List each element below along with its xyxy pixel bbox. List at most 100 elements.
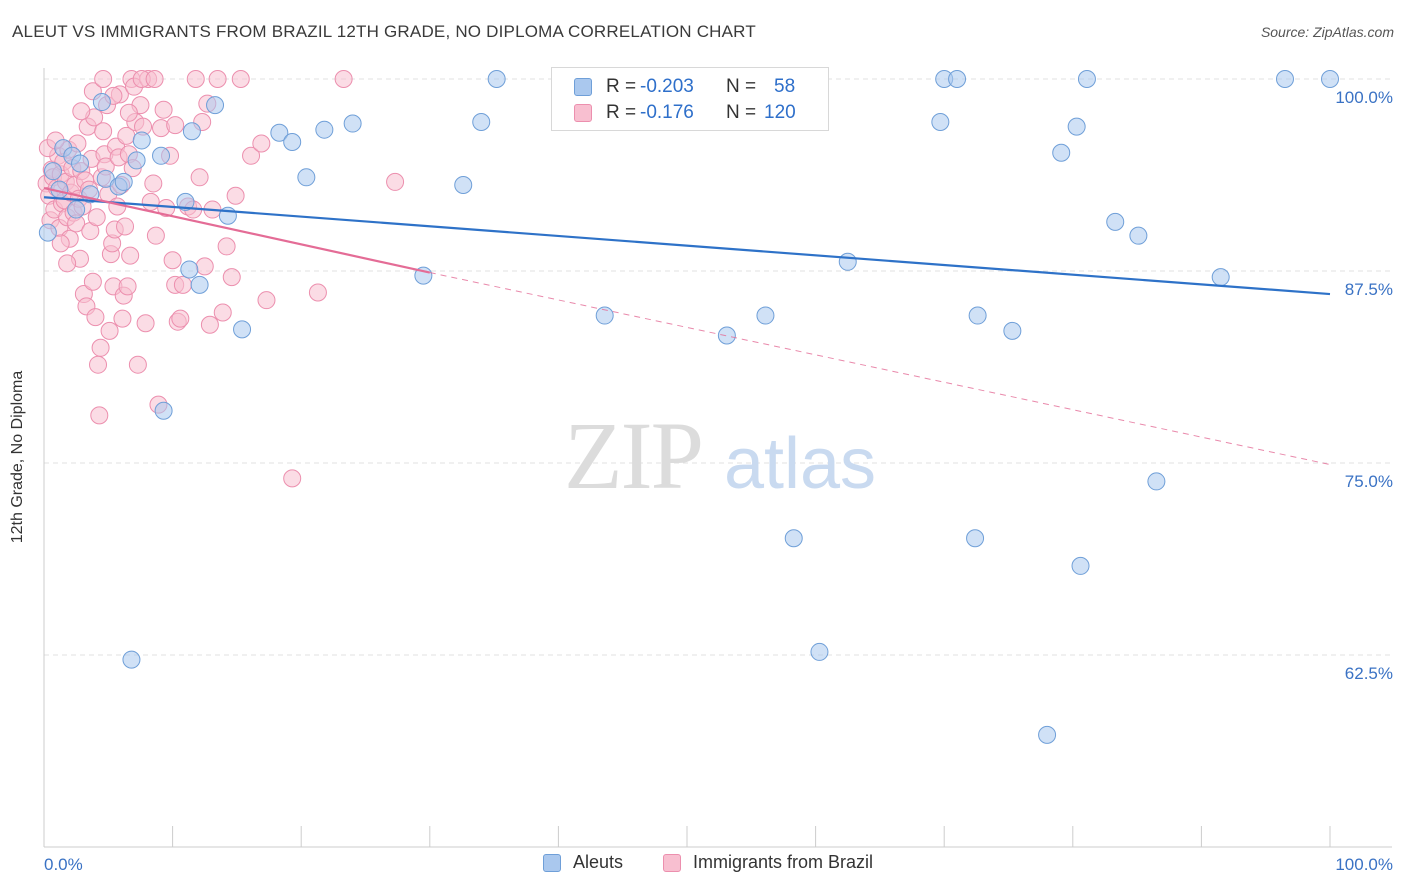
aleuts-n-value: 58 <box>774 76 796 97</box>
grid-layer <box>44 78 1392 656</box>
brazil-point <box>113 309 132 328</box>
aleut-point <box>1071 556 1090 575</box>
legend-aleuts-label: Aleuts <box>573 852 624 872</box>
brazil-point <box>119 103 138 122</box>
aleut-point <box>717 326 736 345</box>
brazil-point <box>86 308 105 327</box>
aleut-point <box>1211 268 1230 287</box>
brazil-point <box>226 186 245 205</box>
brazil-point <box>217 237 236 256</box>
aleut-point <box>472 113 491 132</box>
stats-legend: R = -0.203 N = 58 R = -0.176 N = 120 <box>551 67 829 131</box>
brazil-point <box>200 315 219 334</box>
aleut-point <box>756 306 775 325</box>
brazil-point <box>186 70 205 88</box>
legend-item-aleuts[interactable]: Aleuts <box>543 852 623 873</box>
aleut-point <box>784 529 803 548</box>
y-tick-label: 62.5% <box>1345 664 1393 683</box>
stats-row-aleuts: R = -0.203 N = 58 <box>574 74 795 100</box>
aleuts-r-label: R = <box>606 76 637 97</box>
brazil-point <box>121 246 140 265</box>
brazil-point <box>145 70 164 88</box>
aleut-point <box>297 168 316 187</box>
aleut-point <box>454 175 473 194</box>
brazil-point <box>89 355 108 374</box>
brazil-point <box>90 406 109 425</box>
brazil-point <box>222 268 241 287</box>
aleut-point <box>343 114 362 133</box>
aleut-point <box>966 529 985 548</box>
brazil-point <box>51 234 70 253</box>
brazil-point <box>87 208 106 227</box>
y-tick-label: 100.0% <box>1335 88 1393 107</box>
aleut-point <box>1067 117 1086 136</box>
y-tick-label: 87.5% <box>1345 280 1393 299</box>
aleut-point <box>180 260 199 279</box>
brazil-point <box>252 134 271 153</box>
aleut-point <box>67 200 86 219</box>
aleut-point <box>1052 143 1071 162</box>
watermark-atlas: atlas <box>724 424 876 504</box>
aleut-point <box>948 70 967 88</box>
aleut-point <box>968 306 987 325</box>
aleut-point <box>1003 321 1022 340</box>
legend-aleuts-swatch <box>543 853 561 872</box>
aleut-point <box>1129 226 1148 245</box>
brazil-r-label: R = <box>606 102 637 123</box>
aleut-point <box>1275 70 1294 88</box>
brazil-point <box>308 283 327 302</box>
aleut-trend-line <box>43 196 1331 296</box>
legend-brazil-swatch <box>663 853 681 872</box>
aleut-point <box>1147 472 1166 491</box>
brazil-point <box>231 70 250 88</box>
brazil-point <box>173 275 192 294</box>
brazil-point <box>128 355 147 374</box>
aleut-point <box>132 131 151 150</box>
legend-item-brazil[interactable]: Immigrants from Brazil <box>663 852 873 873</box>
brazil-point <box>146 226 165 245</box>
aleut-point <box>270 123 289 142</box>
aleut-point <box>1077 70 1096 88</box>
aleut-point <box>595 306 614 325</box>
brazil-point <box>141 192 160 211</box>
aleut-point <box>182 122 201 141</box>
chart-title: ALEUT VS IMMIGRANTS FROM BRAZIL 12TH GRA… <box>12 22 756 41</box>
aleut-point <box>315 120 334 139</box>
aleut-point <box>122 650 141 669</box>
brazil-point <box>118 277 137 296</box>
brazil-point <box>91 338 110 357</box>
brazil-point <box>171 309 190 328</box>
brazil-point <box>72 102 91 121</box>
aleut-point <box>176 192 195 211</box>
brazil-n-label: N = <box>726 102 757 123</box>
chart-source: Source: ZipAtlas.com <box>1260 24 1394 40</box>
brazil-point <box>257 291 276 310</box>
trend-layer <box>43 186 1331 466</box>
aleuts-swatch <box>574 78 592 96</box>
brazil-point <box>100 321 119 340</box>
aleut-point <box>154 401 173 420</box>
brazil-r-value: -0.176 <box>640 102 694 123</box>
brazil-point <box>334 70 353 88</box>
aleut-point <box>838 252 857 271</box>
aleut-point <box>931 113 950 132</box>
brazil-trend-line <box>43 186 431 274</box>
aleut-point <box>1038 725 1057 744</box>
brazil-point <box>144 174 163 193</box>
brazil-n-value: 120 <box>764 102 796 123</box>
brazil-point <box>213 303 232 322</box>
brazil-point <box>154 100 173 119</box>
brazil-point <box>190 168 209 187</box>
x-tick-label-min: 0.0% <box>44 855 83 874</box>
brazil-point <box>116 217 135 236</box>
series-legend: Aleuts Immigrants from Brazil <box>0 852 1406 878</box>
brazil-point <box>94 122 113 141</box>
brazil-point <box>166 116 185 135</box>
x-tick-label-max: 100.0% <box>1335 855 1393 874</box>
aleut-point <box>233 320 252 339</box>
brazil-point <box>136 314 155 333</box>
aleut-point <box>92 93 111 112</box>
aleut-point <box>206 96 225 115</box>
brazil-point <box>242 146 261 165</box>
